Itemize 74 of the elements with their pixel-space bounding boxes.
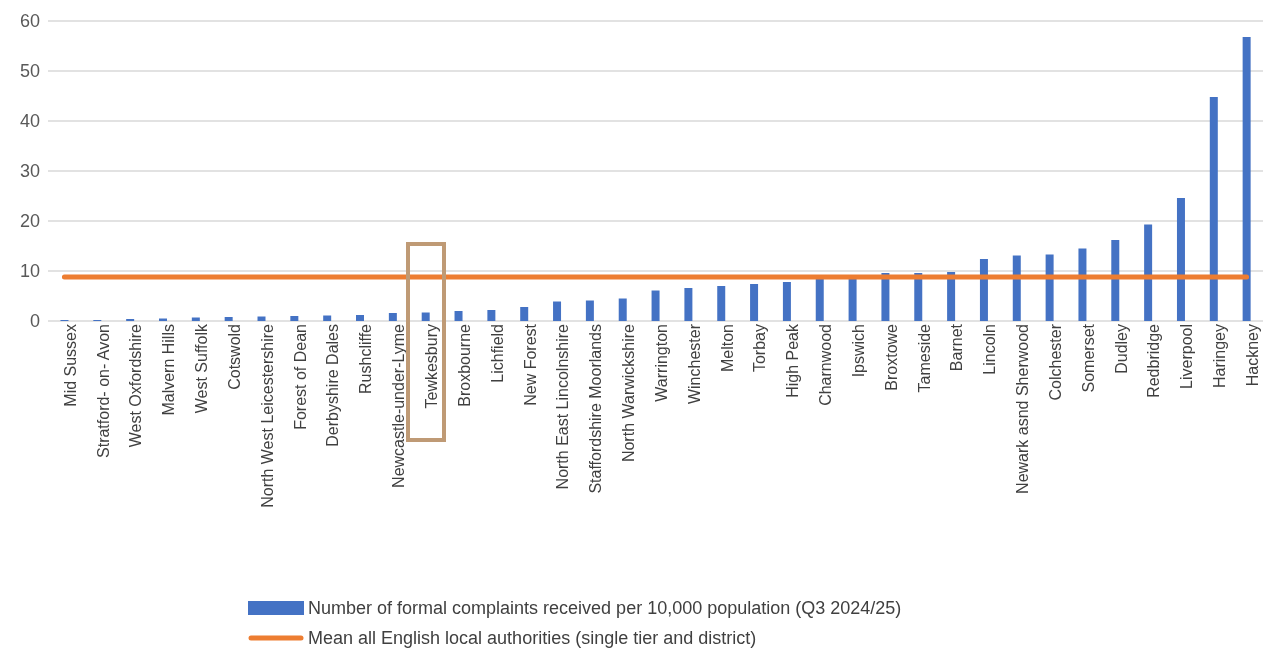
- x-tick-label: Melton: [718, 324, 736, 373]
- x-tick-label: Charnwood: [817, 324, 835, 406]
- bar: [750, 284, 759, 321]
- bar: [815, 278, 824, 321]
- bar: [520, 307, 529, 321]
- bar: [651, 290, 660, 321]
- bar: [979, 259, 988, 321]
- bar: [782, 282, 791, 321]
- bar: [487, 310, 496, 321]
- x-tick-label: Mid Sussex: [61, 324, 79, 407]
- x-tick-label: Hackney: [1243, 324, 1261, 387]
- bar: [618, 298, 627, 321]
- x-tick-label: Torbay: [751, 324, 769, 373]
- bar: [717, 286, 726, 321]
- bar: [585, 300, 594, 321]
- x-tick-label: Somerset: [1079, 323, 1097, 393]
- x-tick-label: Newcastle-under-Lyme: [390, 323, 408, 488]
- x-tick-label: Lincoln: [981, 324, 999, 375]
- bar: [1242, 37, 1251, 321]
- x-tick-label: Staffordshire Moorlands: [587, 324, 605, 494]
- x-tick-label: North West Leicestershire: [258, 323, 276, 508]
- x-tick-label: Winchester: [685, 323, 703, 405]
- bar: [1078, 248, 1087, 321]
- y-tick-label: 0: [29, 311, 40, 332]
- bar: [1111, 240, 1120, 321]
- bar: [684, 288, 693, 321]
- y-tick-label: 30: [19, 161, 40, 182]
- x-tick-label: Derbyshire Dales: [324, 324, 342, 447]
- bar: [356, 315, 365, 321]
- x-tick-label: West Oxfordshire: [127, 323, 145, 448]
- x-tick-label: Ipswich: [849, 324, 867, 378]
- bar: [290, 316, 299, 321]
- x-tick-label: Tameside: [915, 323, 933, 393]
- x-tick-label: Dudley: [1112, 324, 1130, 374]
- bar: [388, 313, 397, 321]
- y-tick-label: 50: [19, 61, 40, 82]
- x-tick-label: North East Lincolnshire: [554, 323, 572, 490]
- x-tick-label: Barnet: [948, 323, 966, 372]
- bar: [1144, 224, 1153, 321]
- x-tick-label: Haringey: [1211, 324, 1229, 389]
- x-tick-label: Liverpool: [1178, 324, 1196, 389]
- x-tick-label: New Forest: [521, 323, 539, 406]
- x-tick-label: Broxtowe: [882, 323, 900, 391]
- x-tick-label: Redbridge: [1145, 323, 1163, 398]
- x-tick-label: Cotswold: [225, 324, 243, 390]
- bar: [1176, 198, 1185, 321]
- legend-label: Mean all English local authorities (single tier and district): [308, 627, 757, 649]
- x-tick-label: Stratford- on- Avon: [94, 324, 112, 458]
- x-tick-label: Malvern Hills: [160, 324, 178, 416]
- bar: [454, 311, 463, 321]
- x-tick-label: Colchester: [1046, 323, 1064, 401]
- y-tick-label: 60: [19, 11, 40, 32]
- bar: [323, 315, 332, 321]
- y-tick-label: 40: [19, 111, 40, 132]
- bar: [1012, 255, 1021, 321]
- bar: [1209, 97, 1218, 321]
- bar: [1045, 254, 1054, 321]
- x-tick-label: Newark asnd Sherwood: [1014, 324, 1032, 494]
- x-tick-label: Forest of Dean: [291, 324, 309, 430]
- x-tick-label: High Peak: [784, 323, 802, 398]
- x-tick-label: Lichfield: [488, 324, 506, 383]
- x-tick-label: Warrington: [652, 324, 670, 402]
- bar: [848, 278, 857, 321]
- x-tick-label: Rushcliffe: [357, 323, 375, 394]
- y-tick-label: 20: [19, 211, 40, 232]
- x-tick-label: Broxbourne: [455, 323, 473, 407]
- bar: [224, 317, 233, 321]
- legend-label: Number of formal complaints received per 10,000 population (Q3 2024/25): [308, 597, 902, 619]
- bar: [553, 301, 562, 321]
- bar: [421, 312, 430, 321]
- x-tick-label: West Suffolk: [193, 323, 211, 414]
- y-tick-label: 10: [19, 261, 40, 282]
- x-tick-label: Tewkesbury: [423, 324, 440, 409]
- x-tick-label: North Warwickshire: [620, 323, 638, 463]
